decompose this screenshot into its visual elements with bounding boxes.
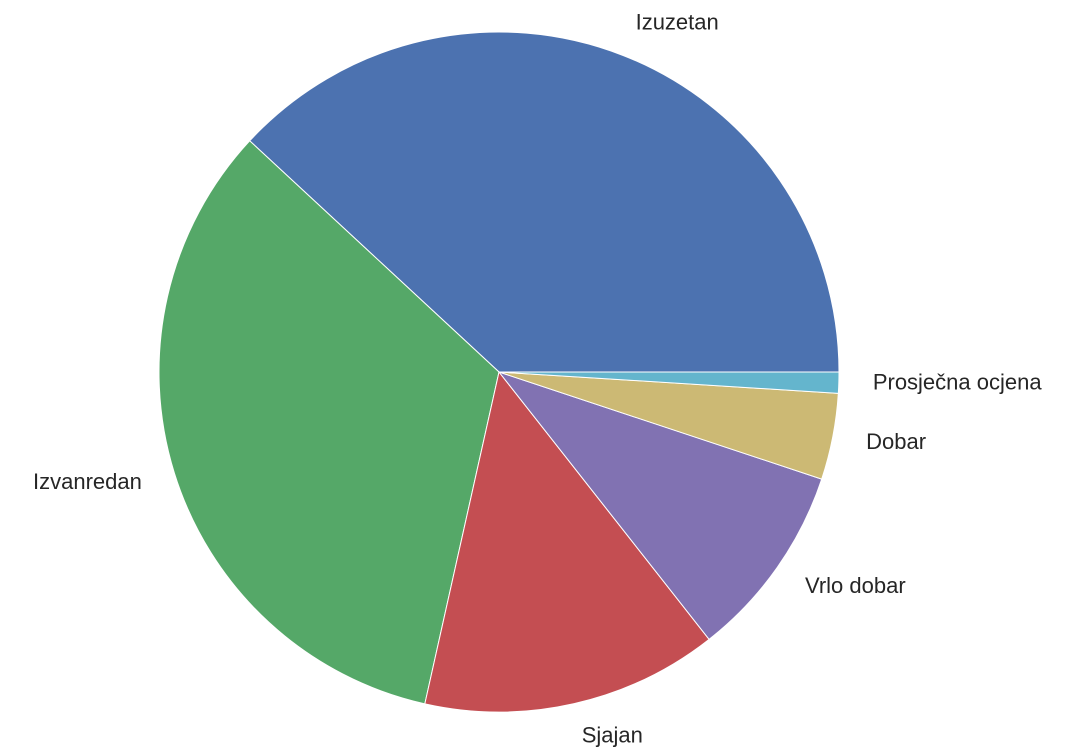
pie-slice xyxy=(424,370,710,713)
slice-label: Izvanredan xyxy=(33,469,142,494)
slice-label: Vrlo dobar xyxy=(805,573,906,598)
slice-label: Sjajan xyxy=(582,723,643,748)
pie-slice xyxy=(498,371,840,394)
pie-slice xyxy=(497,371,823,641)
pie-slice xyxy=(158,140,500,705)
slice-label: Izuzetan xyxy=(636,10,719,35)
slice-label: Prosječna ocjena xyxy=(873,370,1043,395)
slice-label: Dobar xyxy=(866,429,926,454)
pie-slice xyxy=(248,31,840,373)
